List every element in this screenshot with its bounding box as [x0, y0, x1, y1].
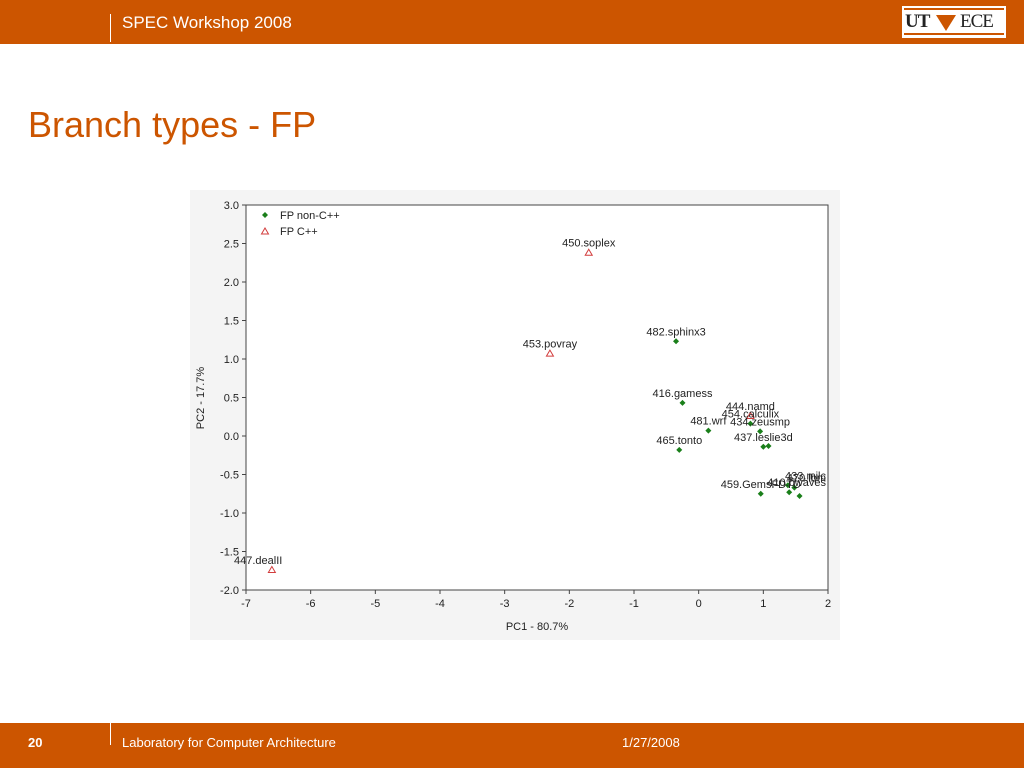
x-tick-label: 1: [760, 598, 766, 610]
data-point-cpp: [746, 411, 755, 419]
point-label: 444.namd: [726, 401, 775, 413]
y-tick-label: 2.5: [224, 239, 239, 251]
x-tick-label: -7: [241, 598, 251, 610]
x-tick-label: -3: [500, 598, 510, 610]
x-axis: -7 -6 -5 -4 -3 -2 -1 0 1 2: [241, 590, 831, 610]
page-number: 20: [28, 735, 43, 750]
y-tick-label: -1.5: [220, 547, 239, 559]
point-label: 453.povray: [523, 339, 578, 351]
data-point-non-cpp: [791, 484, 798, 491]
legend-marker-cpp: [260, 227, 270, 235]
point-label: 482.sphinx3: [646, 326, 705, 338]
data-point-non-cpp: [760, 443, 767, 450]
point-label: 416.gamess: [653, 388, 713, 400]
header-bar: SPEC Workshop 2008 UT ECE: [0, 0, 1024, 44]
logo-top-rule: [904, 8, 1004, 10]
data-point-non-cpp: [676, 446, 683, 453]
legend-label-cpp: FP C++: [280, 226, 318, 238]
point-label: 447.dealII: [234, 555, 282, 567]
data-point-non-cpp: [747, 420, 754, 427]
data-point-cpp: [267, 565, 277, 573]
point-label: 481.wrf: [690, 416, 727, 428]
plot-area: [245, 204, 829, 591]
y-tick-label: 0.5: [224, 393, 239, 405]
x-tick-label: -5: [370, 598, 380, 610]
data-point-cpp: [545, 349, 555, 357]
point-label: 433.milc: [785, 470, 826, 482]
data-point-non-cpp: [757, 428, 764, 435]
x-tick-label: -6: [306, 598, 316, 610]
point-label: 459.GemsFDTD: [721, 479, 801, 491]
point-label: 450.soplex: [562, 238, 616, 250]
data-markers: [267, 248, 803, 573]
point-label: 437.leslie3d: [734, 432, 793, 444]
footer-date: 1/27/2008: [622, 735, 680, 750]
y-tick-label: 0.0: [224, 431, 239, 443]
point-label: 470.lbm: [787, 473, 826, 485]
point-label: 410.bwaves: [767, 477, 826, 489]
logo-bottom-rule: [904, 33, 1004, 35]
data-point-non-cpp: [765, 443, 772, 450]
y-axis-label: PC2 - 17.7%: [195, 367, 207, 430]
legend-label-non-cpp: FP non-C++: [280, 210, 340, 222]
x-tick-label: 0: [696, 598, 702, 610]
header-separator: [110, 14, 111, 42]
footer-separator: [110, 723, 111, 745]
point-label: 454.calculix: [722, 409, 780, 421]
data-point-non-cpp: [784, 482, 791, 489]
point-labels: 450.soplex 453.povray 482.sphinx3 416.games…: [234, 238, 826, 567]
ut-ece-logo: UT ECE: [902, 6, 1006, 38]
point-label: 434.zeusmp: [730, 416, 790, 428]
data-point-non-cpp: [705, 427, 712, 434]
y-tick-label: 3.0: [224, 200, 239, 212]
legend-marker-non-cpp: [262, 212, 268, 218]
tower-icon: [936, 15, 956, 31]
chart-legend: FP non-C++ FP C++: [260, 210, 340, 238]
data-point-non-cpp: [673, 338, 680, 345]
data-point-non-cpp: [679, 399, 686, 406]
logo-ece-text: ECE: [960, 11, 994, 32]
y-tick-label: -0.5: [220, 470, 239, 482]
y-axis: -2.0 -1.5 -1.0 -0.5 0.0 0.5 1.0 1.5 2.0 2.5 3.0: [220, 200, 246, 597]
slide-title: Branch types - FP: [28, 104, 317, 145]
x-axis-label: PC1 - 80.7%: [506, 621, 569, 633]
footer-lab-name: Laboratory for Computer Architecture: [122, 735, 336, 750]
data-point-non-cpp: [796, 493, 803, 500]
y-tick-label: 1.0: [224, 354, 239, 366]
y-tick-label: -1.0: [220, 508, 239, 520]
y-tick-label: -2.0: [220, 585, 239, 597]
data-point-non-cpp: [757, 490, 764, 497]
y-tick-label: 1.5: [224, 316, 239, 328]
data-point-non-cpp: [786, 489, 793, 496]
y-tick-label: 2.0: [224, 277, 239, 289]
point-label: 465.tonto: [656, 435, 702, 447]
x-tick-label: 2: [825, 598, 831, 610]
x-tick-label: -1: [629, 598, 639, 610]
data-point-cpp: [584, 248, 594, 256]
header-title: SPEC Workshop 2008: [122, 13, 292, 32]
pca-scatter-chart: -7 -6 -5 -4 -3 -2 -1 0 1 2 -2.0 -1.5 -1.0 -0.5 0.0 0.5…: [190, 190, 840, 640]
x-tick-label: -2: [564, 598, 574, 610]
logo-ut-text: UT: [905, 11, 930, 32]
footer-bar: 20 Laboratory for Computer Architecture …: [0, 723, 1024, 768]
x-tick-label: -4: [435, 598, 445, 610]
